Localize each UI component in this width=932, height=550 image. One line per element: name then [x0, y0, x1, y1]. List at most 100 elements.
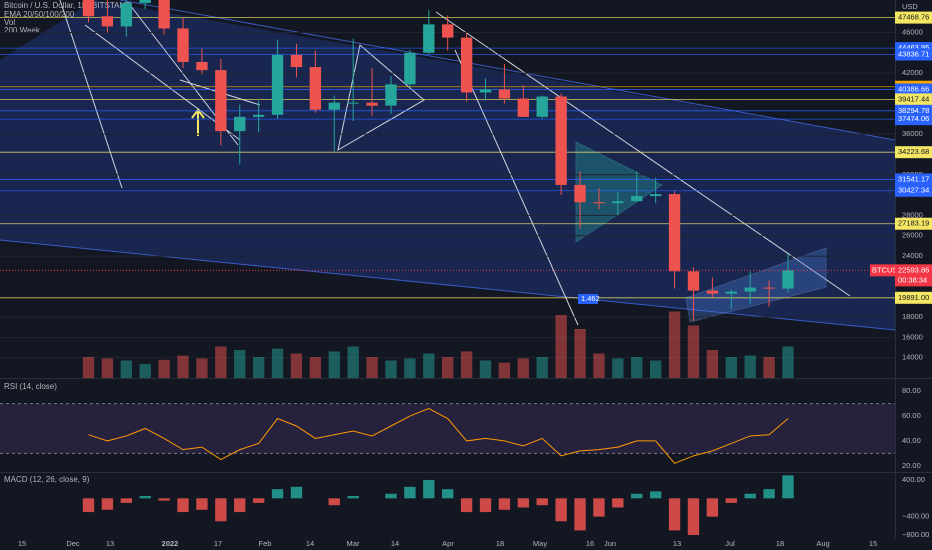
macd-bar [517, 498, 529, 508]
annotation-box [578, 294, 598, 304]
candle-body [782, 270, 794, 289]
candle-body [120, 3, 132, 27]
volume-bar [423, 353, 435, 378]
macd-bar [498, 498, 511, 510]
macd-bar [385, 493, 397, 499]
trend-line [84, 24, 241, 141]
volume-bar [498, 362, 511, 378]
level-label: 19891.00 [898, 293, 929, 302]
last-price: 22593.86 [898, 265, 929, 274]
arrow [191, 108, 205, 136]
x-tick-label: Feb [259, 539, 272, 548]
level-box [895, 146, 932, 159]
level-label: 37474.06 [898, 114, 929, 123]
rsi-tick-label: 40.00 [902, 436, 921, 445]
macd-bar [687, 498, 700, 536]
volume-bar [139, 364, 151, 378]
volume-bar [309, 357, 322, 378]
level-box [895, 217, 932, 230]
candle-body [158, 0, 170, 29]
macd-title: MACD (12, 26, close, 9) [4, 475, 90, 484]
macd-tick-label: −400.00 [902, 512, 929, 521]
x-tick-label: Jul [725, 539, 735, 548]
volume-bar [612, 358, 624, 378]
macd-bar [139, 496, 151, 499]
volume-bar [101, 358, 114, 378]
macd-bar [593, 498, 605, 517]
indicator-label: EMA 20/50/100/200 [4, 10, 75, 19]
trend-line [59, 0, 123, 189]
y-tick-label: 24000 [902, 251, 923, 260]
candle-body [517, 98, 529, 117]
candle-body [460, 37, 473, 93]
rsi-tick-label: 20.00 [902, 461, 921, 470]
candle-body [744, 287, 756, 292]
volume-bar [763, 357, 775, 378]
macd-bar [725, 498, 737, 503]
level-label: 31541.17 [898, 174, 929, 183]
macd-bar [328, 498, 340, 506]
level-box [895, 83, 932, 96]
macd-bar [215, 498, 227, 522]
level-label: 44463.95 [898, 43, 929, 52]
candle-body [215, 70, 227, 132]
level-box [895, 291, 932, 304]
volume-bar [120, 360, 132, 378]
candle-body [309, 67, 322, 110]
candle-body [347, 102, 359, 104]
volume-bar [215, 346, 227, 378]
macd-bar [101, 498, 114, 510]
macd-bar [347, 496, 359, 499]
macd-bar [763, 489, 775, 499]
level-box [895, 48, 932, 61]
candle-body [687, 271, 700, 291]
macd-bar [574, 498, 586, 531]
trend-line [119, 0, 895, 141]
rsi-tick-label: 60.00 [902, 411, 921, 420]
macd-bar [744, 493, 756, 499]
y-tick-label: 46000 [902, 28, 923, 37]
x-tick-label: 17 [214, 539, 222, 548]
macd-tick-label: −800.00 [902, 530, 929, 539]
macd-bar [404, 486, 416, 499]
volume-bar [687, 325, 700, 378]
rsi-tick-label: 80.00 [902, 386, 921, 395]
x-tick-label: 13 [673, 539, 681, 548]
candle-body [725, 291, 737, 294]
level-box [895, 11, 932, 24]
candle-body [101, 16, 114, 27]
macd-bar [423, 479, 435, 499]
indicator-label: Vol [4, 18, 15, 27]
candle-body [442, 24, 454, 38]
level-box [895, 113, 932, 126]
candle-body [290, 54, 303, 68]
volume-bar [385, 360, 397, 378]
volume-bar [574, 329, 586, 378]
annotation: 1.462 [581, 294, 600, 303]
level-label: 30427.34 [898, 186, 929, 195]
rsi-line [88, 408, 789, 464]
volume-bar [668, 311, 681, 378]
volume-bar [517, 358, 529, 378]
candle-body [196, 61, 208, 71]
x-tick-label: Mar [347, 539, 360, 548]
volume-bar [536, 357, 548, 378]
level-box [895, 93, 932, 106]
last-name: BTCUSD [872, 265, 903, 274]
y-tick-label: 28000 [902, 210, 923, 219]
candle-body [177, 28, 189, 62]
y-tick-label: 18000 [902, 312, 923, 321]
candle-body [763, 287, 775, 289]
volume-bar [234, 350, 246, 378]
volume-bar [290, 353, 303, 378]
x-tick-label: May [533, 539, 547, 548]
x-tick-label: Apr [442, 539, 454, 548]
macd-bar [479, 498, 492, 513]
x-tick-label: 13 [106, 539, 114, 548]
volume-bar [631, 357, 643, 378]
y-tick-label: 14000 [902, 353, 923, 362]
volume-bar [177, 355, 189, 378]
countdown: 00:38:34 [898, 275, 927, 284]
candle-body [574, 184, 586, 203]
